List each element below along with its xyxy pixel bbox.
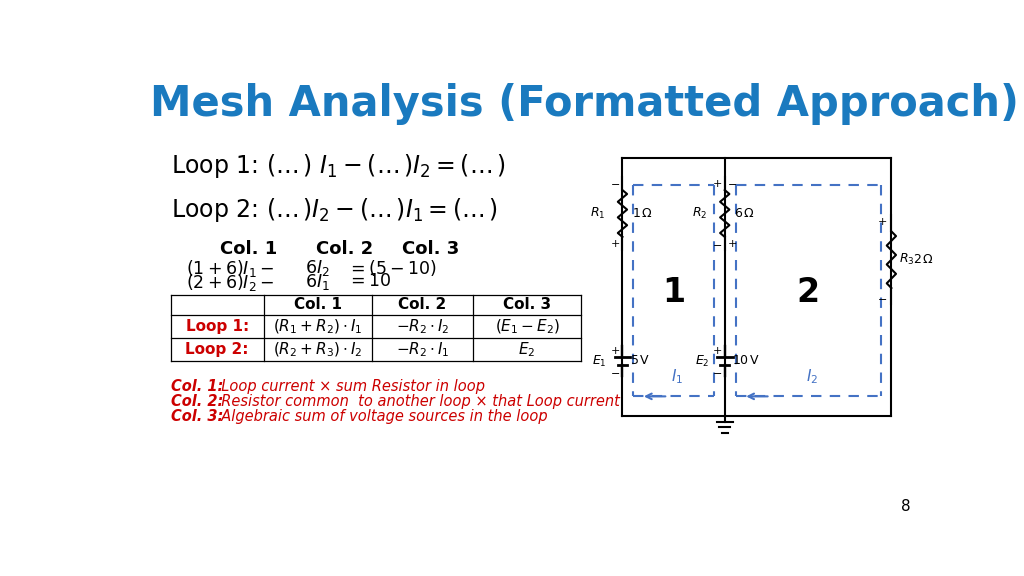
Text: $(E_1 - E_2)$: $(E_1 - E_2)$: [495, 317, 560, 335]
Text: $(R_2 + R_3) \cdot I_2$: $(R_2 + R_3) \cdot I_2$: [273, 340, 362, 359]
Text: Col. 1: Col. 1: [219, 240, 276, 258]
Text: 2: 2: [797, 276, 819, 309]
Text: $R_3$: $R_3$: [899, 252, 914, 267]
Text: $5\,$V: $5\,$V: [630, 354, 650, 367]
Text: $E_2$: $E_2$: [694, 354, 710, 369]
Text: $I_2$: $I_2$: [806, 367, 818, 385]
Text: Loop 1: $(\ldots\,)\ I_1 - (\ldots\,)I_2 = (\ldots\,)$: Loop 1: $(\ldots\,)\ I_1 - (\ldots\,)I_2…: [171, 152, 505, 180]
Text: $+$: $+$: [609, 238, 620, 249]
Text: Loop 2: $(\ldots\,)I_2 - (\ldots\,)I_1 = (\ldots\,)$: Loop 2: $(\ldots\,)I_2 - (\ldots\,)I_1 =…: [171, 196, 498, 224]
Text: $= (5 - 10)$: $= (5 - 10)$: [347, 258, 437, 278]
Text: $E_1$: $E_1$: [592, 354, 607, 369]
Text: $+$: $+$: [712, 344, 722, 355]
Text: $6I_2$: $6I_2$: [305, 258, 330, 278]
Text: $+$: $+$: [609, 344, 620, 355]
Text: Col. 2: Col. 2: [316, 240, 374, 258]
Text: $+$: $+$: [877, 216, 887, 227]
Text: $-$: $-$: [609, 367, 620, 377]
Text: $6I_1$: $6I_1$: [305, 272, 330, 293]
Text: Col. 1: Col. 1: [294, 297, 342, 312]
Text: $E_2$: $E_2$: [518, 340, 536, 359]
Text: Mesh Analysis (Formatted Approach): Mesh Analysis (Formatted Approach): [150, 83, 1019, 125]
Text: $+$: $+$: [712, 177, 722, 188]
Text: Col. 3: Col. 3: [401, 240, 459, 258]
Text: $(1 + 6)I_1 -$: $(1 + 6)I_1 -$: [186, 258, 274, 279]
Text: $= 10$: $= 10$: [347, 272, 391, 290]
Text: Loop 2:: Loop 2:: [185, 342, 249, 357]
Text: $1\,\Omega$: $1\,\Omega$: [632, 207, 653, 219]
Text: $R_2$: $R_2$: [692, 206, 708, 221]
Text: $(2 + 6)I_2 -$: $(2 + 6)I_2 -$: [186, 272, 274, 293]
Text: $6\,\Omega$: $6\,\Omega$: [734, 207, 755, 219]
Text: $-R_2 \cdot I_1$: $-R_2 \cdot I_1$: [395, 340, 450, 359]
Text: $-$: $-$: [712, 367, 722, 377]
Text: $2\,\Omega$: $2\,\Omega$: [913, 253, 934, 266]
Text: Col. 3:: Col. 3:: [171, 409, 223, 424]
Text: $+$: $+$: [727, 238, 737, 249]
Text: $10\,$V: $10\,$V: [732, 354, 761, 367]
Text: $I_1$: $I_1$: [672, 367, 684, 385]
Text: Resistor common  to another loop × that Loop current: Resistor common to another loop × that L…: [212, 394, 620, 409]
Text: $-$: $-$: [877, 293, 887, 303]
Text: $R_1$: $R_1$: [590, 206, 605, 221]
Text: Col. 2: Col. 2: [398, 297, 446, 312]
Text: $-$: $-$: [609, 178, 620, 188]
Text: 1: 1: [663, 276, 685, 309]
Text: Col. 1:: Col. 1:: [171, 380, 223, 395]
Text: Loop 1:: Loop 1:: [185, 319, 249, 334]
Text: $-$: $-$: [727, 178, 737, 188]
Text: $-R_2 \cdot I_2$: $-R_2 \cdot I_2$: [395, 317, 450, 336]
Text: Loop current × sum Resistor in loop: Loop current × sum Resistor in loop: [212, 380, 484, 395]
Text: Algebraic sum of voltage sources in the loop: Algebraic sum of voltage sources in the …: [212, 409, 547, 424]
Text: $-$: $-$: [712, 239, 722, 249]
Text: $(R_1 + R_2) \cdot I_1$: $(R_1 + R_2) \cdot I_1$: [273, 317, 362, 335]
Text: Col. 2:: Col. 2:: [171, 394, 223, 409]
Text: 8: 8: [901, 499, 910, 514]
Text: Col. 3: Col. 3: [503, 297, 551, 312]
